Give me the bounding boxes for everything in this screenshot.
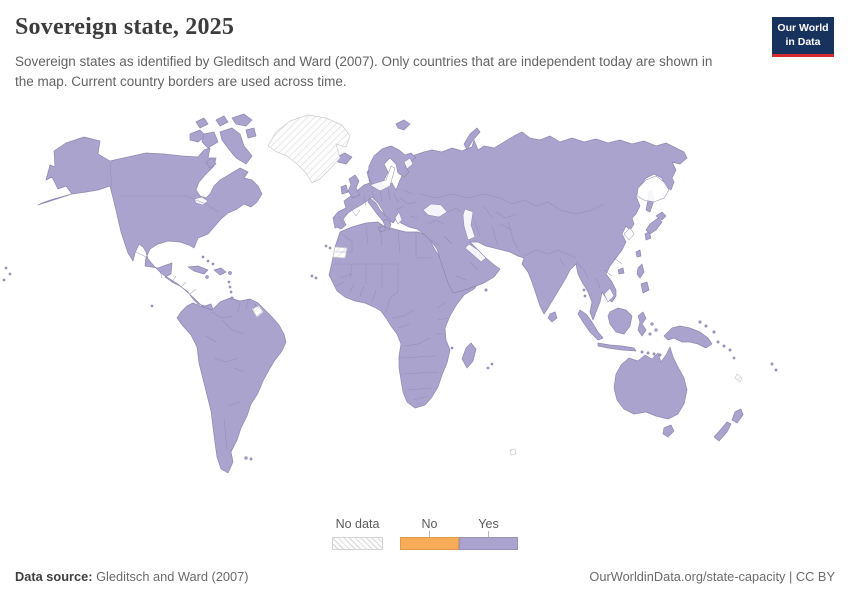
legend-tick-yes <box>488 531 489 537</box>
map-regions-no-data[interactable] <box>251 114 743 456</box>
data-source-note: Data source: Gleditsch and Ward (2007) <box>15 569 249 584</box>
region-new-zealand-south[interactable] <box>713 421 732 442</box>
region-greenland-no-data[interactable] <box>267 114 351 184</box>
legend-label-yes: Yes <box>478 517 499 531</box>
country-borders <box>109 161 623 453</box>
legend-swatch-no[interactable] <box>400 537 459 550</box>
owid-logo[interactable]: Our World in Data <box>772 17 834 57</box>
region-south-america[interactable] <box>176 297 287 474</box>
chart-subtitle: Sovereign states as identified by Gledit… <box>15 54 713 89</box>
region-arctic-islands[interactable] <box>189 113 257 169</box>
map-regions-yes[interactable] <box>2 113 778 474</box>
region-north-america[interactable] <box>37 136 263 311</box>
legend-label-no: No <box>421 517 438 531</box>
legend-swatch-no-data[interactable] <box>332 537 383 550</box>
map-inland-seas <box>193 157 670 303</box>
region-svalbard[interactable] <box>395 119 411 131</box>
region-western-sahara-no-data[interactable] <box>332 246 348 259</box>
footer-link[interactable]: OurWorldinData.org/state-capacity | CC B… <box>589 569 835 584</box>
legend-swatch-yes[interactable] <box>459 537 518 550</box>
page-title: Sovereign state, 2025 <box>15 14 235 40</box>
legend-tick-no <box>429 531 430 537</box>
region-tasmania[interactable] <box>662 424 675 438</box>
region-novaya-zemlya[interactable] <box>463 127 481 151</box>
data-source-value: Gleditsch and Ward (2007) <box>92 569 249 584</box>
region-madagascar[interactable] <box>461 342 477 369</box>
region-sicily[interactable] <box>377 225 387 233</box>
region-maritime-sea[interactable] <box>577 307 778 372</box>
region-new-caledonia-no-data[interactable] <box>734 373 743 383</box>
data-source-label: Data source: <box>15 569 93 584</box>
region-new-zealand-north[interactable] <box>731 408 744 424</box>
region-iceland[interactable] <box>336 152 353 165</box>
world-map[interactable] <box>0 106 850 512</box>
region-australia[interactable] <box>613 346 688 420</box>
region-british-isles[interactable] <box>347 174 361 199</box>
owid-logo-line1: Our World <box>777 22 829 35</box>
region-eurasia[interactable] <box>332 131 688 321</box>
owid-logo-line2: in Data <box>785 35 821 48</box>
legend-label-no-data: No data <box>335 517 380 531</box>
region-caribbean-islands[interactable] <box>187 255 253 461</box>
region-small-islands[interactable] <box>2 244 587 370</box>
region-greece[interactable] <box>382 218 392 231</box>
region-ireland[interactable] <box>340 184 349 195</box>
region-french-guiana-no-data[interactable] <box>251 305 264 318</box>
region-southern-territory-no-data[interactable] <box>509 448 517 456</box>
